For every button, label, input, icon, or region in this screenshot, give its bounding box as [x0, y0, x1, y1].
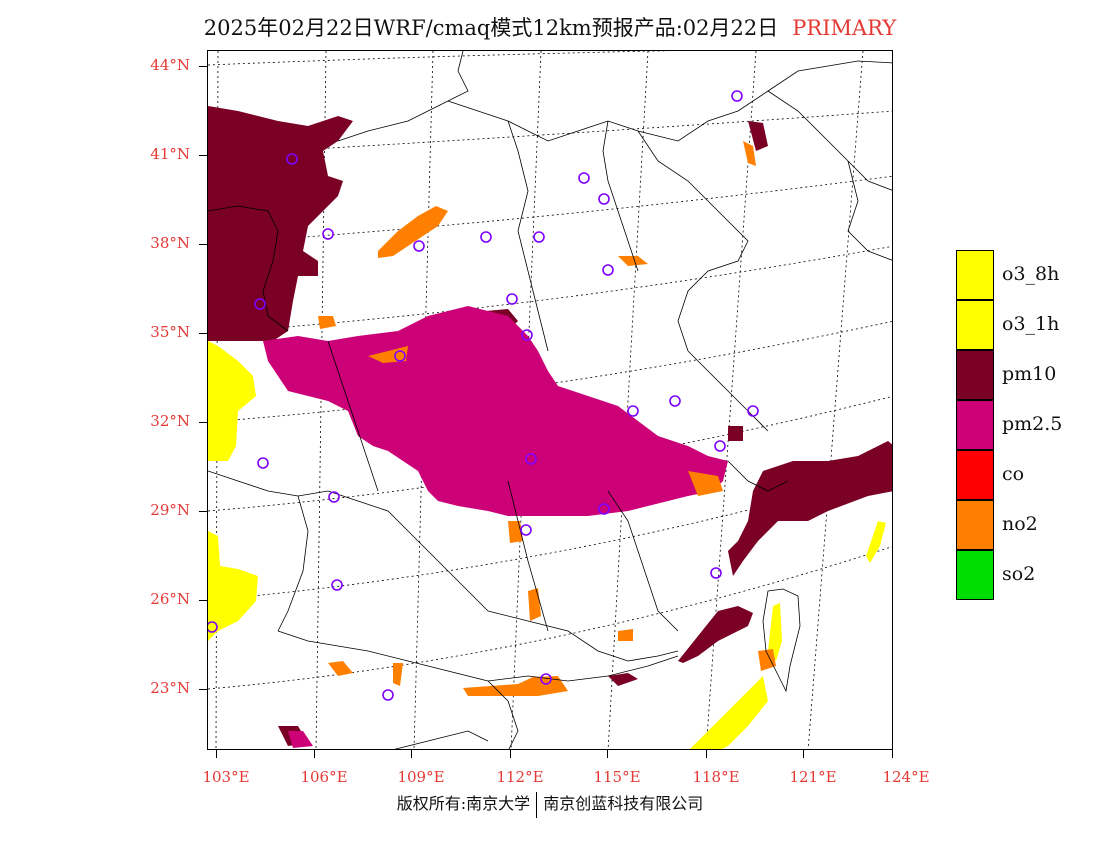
legend-swatch: [956, 300, 994, 350]
legend-label: co: [1002, 463, 1025, 485]
lon-tick: [892, 750, 893, 758]
lat-tick: [199, 422, 207, 423]
lat-label-41: 41°N: [150, 145, 190, 163]
lat-label-32: 32°N: [150, 412, 190, 430]
legend: o3_8h o3_1h pm10 pm2.5 co no2 so2: [956, 250, 1096, 600]
legend-swatch: [956, 350, 994, 400]
legend-item-co: co: [956, 450, 1096, 500]
lon-tick: [706, 750, 707, 758]
company-text: 南京创蓝科技有限公司: [543, 794, 704, 813]
legend-label: so2: [1002, 563, 1036, 585]
lon-tick: [510, 750, 511, 758]
lat-label-44: 44°N: [150, 56, 190, 74]
lon-label-109: 109°E: [397, 768, 445, 786]
legend-swatch: [956, 400, 994, 450]
legend-swatch: [956, 550, 994, 600]
legend-label: o3_1h: [1002, 313, 1060, 335]
lat-tick: [199, 155, 207, 156]
lon-label-124: 124°E: [882, 768, 930, 786]
legend-label: pm2.5: [1002, 413, 1063, 435]
legend-item-pm10: pm10: [956, 350, 1096, 400]
lat-label-38: 38°N: [150, 234, 190, 252]
legend-item-so2: so2: [956, 550, 1096, 600]
o3-regions: [208, 341, 886, 749]
lat-tick: [199, 244, 207, 245]
pollutant-map[interactable]: [207, 50, 893, 750]
lat-label-29: 29°N: [150, 501, 190, 519]
lon-label-115: 115°E: [593, 768, 641, 786]
lat-tick: [199, 511, 207, 512]
legend-swatch: [956, 500, 994, 550]
lat-label-35: 35°N: [150, 323, 190, 341]
lon-label-106: 106°E: [300, 768, 348, 786]
lon-label-103: 103°E: [202, 768, 250, 786]
lat-tick: [199, 333, 207, 334]
legend-swatch: [956, 450, 994, 500]
pm25-region: [263, 306, 728, 748]
lat-tick: [199, 689, 207, 690]
station-markers: [208, 90, 759, 701]
legend-item-no2: no2: [956, 500, 1096, 550]
legend-label: pm10: [1002, 363, 1057, 385]
primary-tag: PRIMARY: [792, 16, 897, 40]
legend-swatch: [956, 250, 994, 300]
lat-tick: [199, 600, 207, 601]
footer: 版权所有:南京大学 南京创蓝科技有限公司: [0, 790, 1100, 818]
footer-separator: [536, 791, 538, 818]
map-title: 2025年02月22日WRF/cmaq模式12km预报产品:02月22日 PRIM…: [0, 12, 1100, 42]
title-main: 2025年02月22日WRF/cmaq模式12km预报产品:02月22日: [203, 16, 779, 40]
legend-label: o3_8h: [1002, 263, 1060, 285]
lon-tick: [314, 750, 315, 758]
lat-tick: [199, 66, 207, 67]
legend-label: no2: [1002, 513, 1038, 535]
lon-tick: [607, 750, 608, 758]
lat-label-26: 26°N: [150, 590, 190, 608]
legend-item-o3_1h: o3_1h: [956, 300, 1096, 350]
lon-tick: [216, 750, 217, 758]
map-canvas: [208, 51, 892, 749]
boundaries: [208, 51, 892, 749]
lon-tick: [411, 750, 412, 758]
lon-label-118: 118°E: [692, 768, 740, 786]
lat-label-23: 23°N: [150, 679, 190, 697]
legend-item-pm25: pm2.5: [956, 400, 1096, 450]
legend-item-o3_8h: o3_8h: [956, 250, 1096, 300]
lon-tick: [803, 750, 804, 758]
lon-label-112: 112°E: [496, 768, 544, 786]
copyright-text: 版权所有:南京大学: [396, 794, 531, 813]
lon-label-121: 121°E: [789, 768, 837, 786]
